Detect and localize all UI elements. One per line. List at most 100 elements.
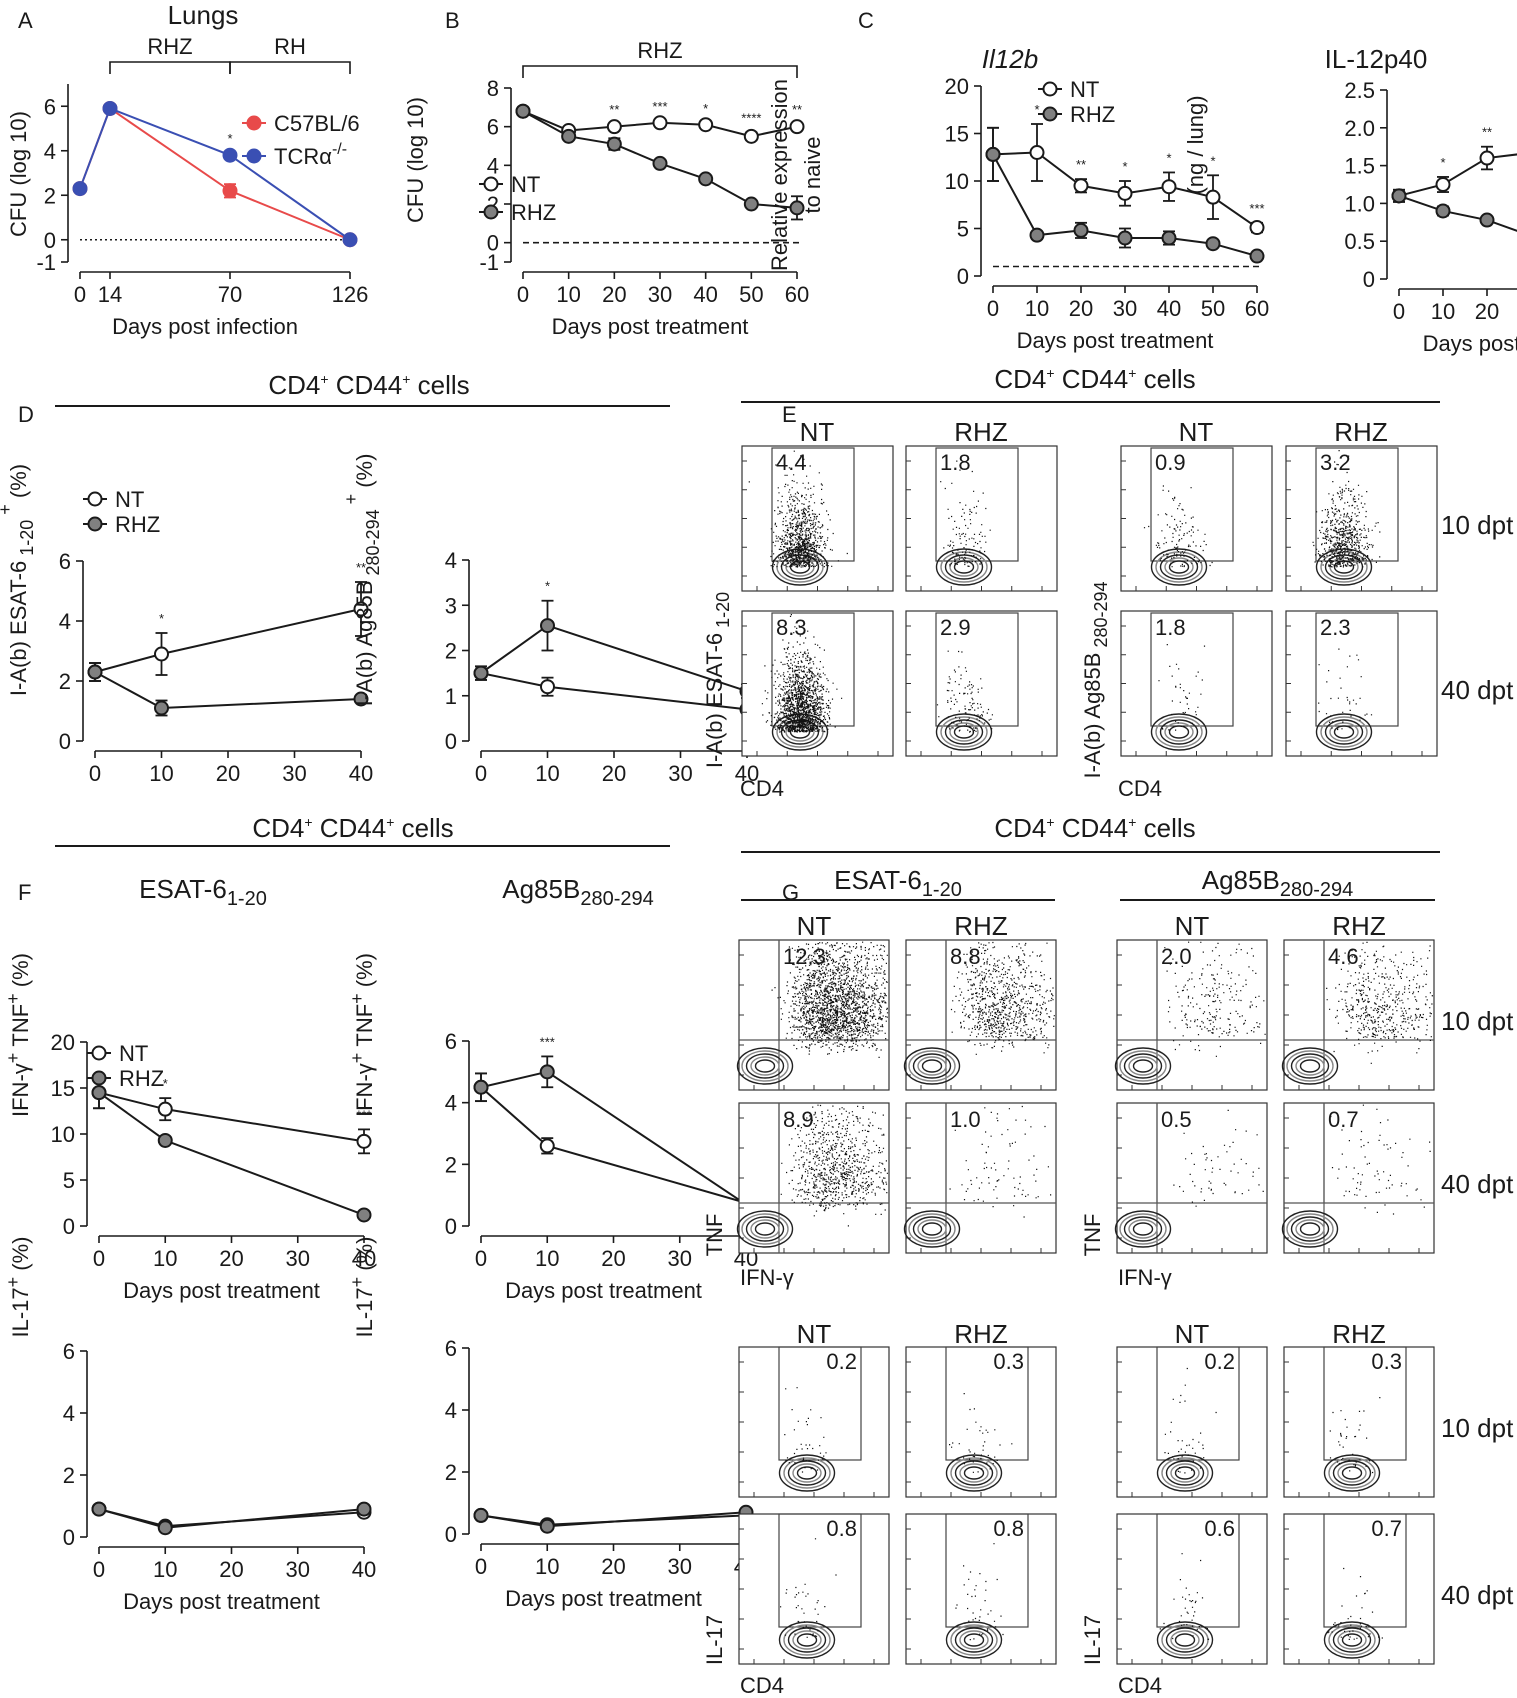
gate-frequency: 4.4 <box>776 450 807 475</box>
legend-marker <box>1042 106 1058 122</box>
x-tick-label: 30 <box>648 282 672 307</box>
flow-plot: 0.9 <box>1120 445 1273 592</box>
y-tick-label: 2 <box>445 1152 457 1177</box>
scatter-events <box>1173 1109 1264 1207</box>
data-point <box>652 155 668 171</box>
scatter-events <box>771 941 889 1058</box>
legend-rhz: RHZ <box>87 1066 164 1091</box>
legend-label: NT <box>1070 77 1099 102</box>
legend-marker <box>91 1070 107 1086</box>
section-title: CD4+ CD44+ cells <box>252 813 453 843</box>
density-contour <box>1119 1050 1167 1082</box>
data-point <box>1161 179 1177 195</box>
y-tick-label: 0 <box>957 264 969 289</box>
data-point <box>473 665 489 681</box>
density-contour <box>950 1457 998 1489</box>
gate-box <box>935 612 1019 727</box>
density-contour <box>1174 1633 1196 1647</box>
scatter-events <box>1326 941 1433 1064</box>
y-tick-label: 6 <box>445 1029 457 1054</box>
text-span: (%) <box>8 953 33 993</box>
significance-marker: * <box>1166 150 1171 165</box>
gate-frequency: 0.9 <box>1155 450 1186 475</box>
significance-marker: * <box>159 611 164 626</box>
significance-marker: *** <box>540 1034 555 1049</box>
density-contour <box>792 1630 822 1650</box>
x-tick-label: 20 <box>1069 296 1093 321</box>
density-contour <box>1161 1457 1209 1489</box>
x-axis-label: Days post treatment <box>505 1278 702 1303</box>
flow-plot: 1.0 <box>903 1102 1057 1254</box>
density-contour <box>1328 1624 1376 1656</box>
legend-marker <box>1042 81 1058 97</box>
legend-label: NT <box>115 487 144 512</box>
data-point <box>157 1520 173 1536</box>
gate-frequency: 3.2 <box>1320 450 1351 475</box>
density-contour <box>1150 548 1208 586</box>
density-contour <box>745 1053 785 1079</box>
x-tick-label: 10 <box>535 1246 559 1271</box>
text-span: + <box>1128 814 1136 830</box>
density-contour <box>1328 1457 1376 1489</box>
text-span: I-A(b) Ag85B <box>352 580 377 706</box>
x-tick-label: 126 <box>332 282 369 307</box>
density-contour <box>1159 719 1199 745</box>
scatter-events <box>1164 1367 1217 1474</box>
y-tick-label: 4 <box>445 548 457 573</box>
x-tick-label: 0 <box>475 1554 487 1579</box>
data-point <box>1435 203 1451 219</box>
y-tick-label: 0 <box>1363 267 1375 292</box>
y-tick-label: 10 <box>51 1122 75 1147</box>
series-line-tcr- <box>79 107 351 241</box>
x-tick-label: 60 <box>1245 296 1269 321</box>
density-contour <box>940 551 988 583</box>
y-tick-label: 4 <box>44 139 56 164</box>
density-contour <box>1170 1463 1200 1483</box>
text-span: IFN-γ <box>352 1063 377 1117</box>
x-tick-label: 10 <box>1025 296 1049 321</box>
plot-frame <box>1116 1346 1268 1498</box>
x-tick-label: 10 <box>1431 299 1455 324</box>
density-contour <box>741 1213 789 1245</box>
y-axis-label: I-A(b) Ag85B 280-294 + (%) <box>341 454 383 707</box>
density-contour <box>1132 1222 1154 1236</box>
density-contour <box>917 1056 947 1076</box>
y-tick-label: 2.0 <box>1344 116 1375 141</box>
density-contour <box>908 1050 956 1082</box>
plot-frame <box>738 1346 890 1498</box>
density-contour <box>921 1059 943 1073</box>
x-tick-label: 40 <box>1157 296 1181 321</box>
legend-nt: NT <box>479 172 540 197</box>
text-span: + <box>3 1277 23 1288</box>
scatter-events <box>949 1105 1052 1218</box>
x-axis-label: IFN-γ <box>740 1265 794 1290</box>
flow-plot: 1.8 <box>905 445 1058 592</box>
x-tick-label: 10 <box>149 761 173 786</box>
y-tick-label: 3 <box>445 593 457 618</box>
density-contour <box>1168 725 1190 739</box>
scatter-events <box>780 1104 888 1227</box>
treatment-bracket <box>522 65 798 78</box>
text-span: cells <box>394 813 453 843</box>
column-label: RHZ <box>1332 911 1386 941</box>
density-contour <box>950 1624 998 1656</box>
density-contour <box>741 1050 789 1082</box>
text-span: 280-294 <box>363 509 383 580</box>
data-point <box>1073 222 1089 238</box>
density-contour <box>1170 1630 1200 1650</box>
text-span: + <box>402 371 410 387</box>
text-span: + <box>347 1053 367 1064</box>
density-contour <box>1333 725 1355 739</box>
data-point <box>539 1138 555 1154</box>
significance-marker: * <box>1122 159 1127 174</box>
density-contour <box>1168 560 1190 574</box>
legend-marker <box>246 115 262 131</box>
data-point <box>515 103 531 119</box>
gate-frequency: 2.0 <box>1161 944 1192 969</box>
plot-frame <box>905 1346 1057 1498</box>
flow-plot: 0.8 <box>738 1513 890 1665</box>
y-axis-label: CFU (log 10) <box>6 111 31 237</box>
